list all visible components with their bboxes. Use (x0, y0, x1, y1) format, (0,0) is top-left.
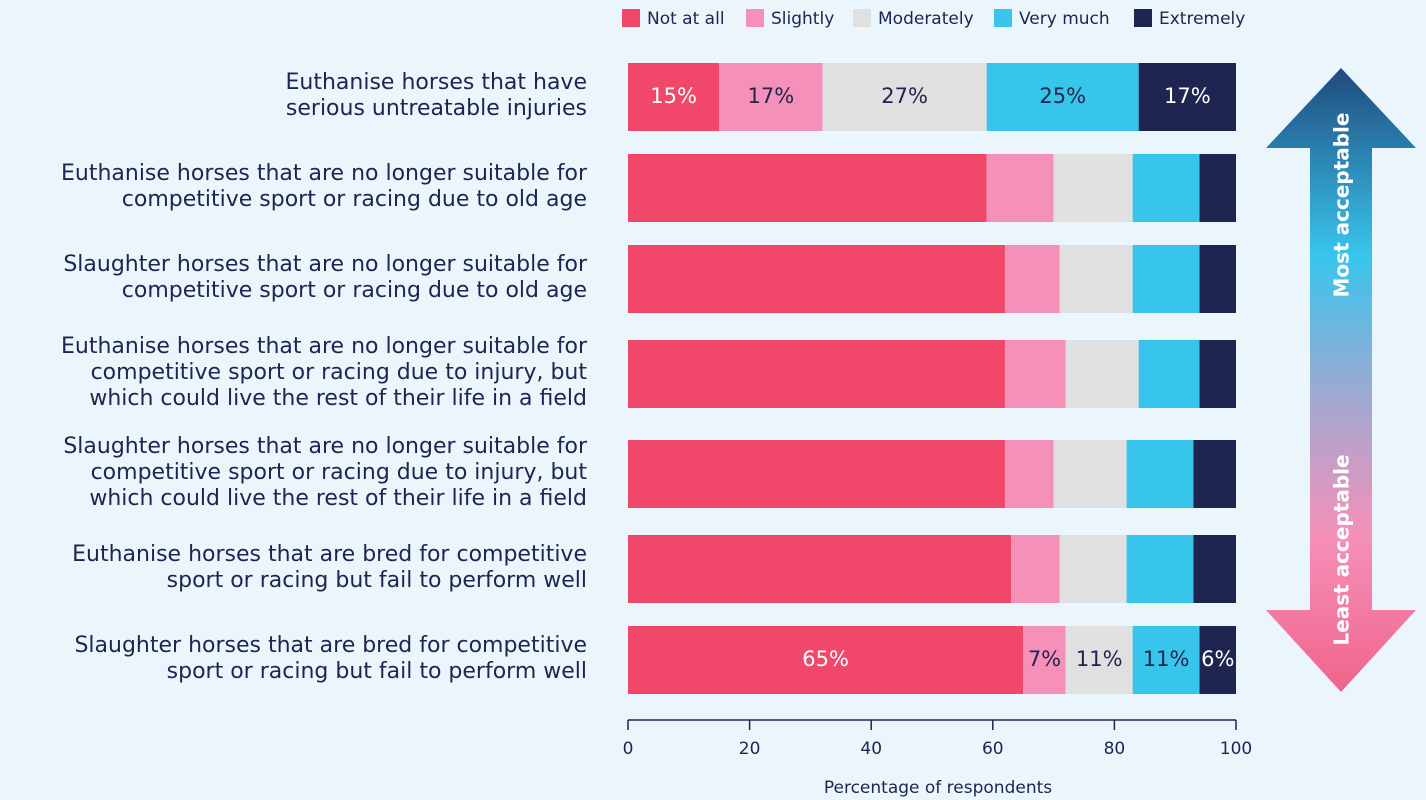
value-label: 7% (1028, 647, 1061, 671)
bar-segment (628, 154, 987, 222)
bar-segment (1126, 440, 1194, 508)
bar-segment (628, 440, 1005, 508)
legend-swatch (853, 9, 871, 27)
legend-label: Very much (1019, 9, 1110, 29)
value-label: 65% (802, 647, 849, 671)
bar-segment (1193, 535, 1236, 603)
bar-segment (1004, 440, 1054, 508)
legend-swatch (622, 9, 640, 27)
value-label: 11% (1143, 647, 1190, 671)
bar-segment (1065, 340, 1139, 408)
bar-segment (1138, 340, 1200, 408)
bar-segment (719, 63, 823, 131)
legend-label: Moderately (878, 9, 974, 29)
category-label: Euthanise horses that are no longer suit… (60, 161, 587, 212)
bar-segment (1065, 626, 1133, 694)
value-label: 17% (1164, 84, 1211, 108)
bar-segment (1132, 245, 1200, 313)
value-label: 11% (1076, 647, 1123, 671)
bar-segment (1193, 440, 1236, 508)
bar-segment (628, 63, 720, 131)
bar-segment (1199, 154, 1236, 222)
legend-swatch (746, 9, 764, 27)
category-label: Euthanise horses that have serious untre… (285, 70, 588, 121)
x-tick-label: 20 (739, 739, 761, 759)
x-tick-label: 60 (982, 739, 1004, 759)
legend-swatch (1134, 9, 1152, 27)
bar-segment (1053, 440, 1127, 508)
legend-swatch (994, 9, 1012, 27)
bar-segment (1004, 340, 1066, 408)
bar-segment (986, 154, 1054, 222)
bar-segment (628, 535, 1012, 603)
category-label: Slaughter horses that are no longer suit… (63, 434, 587, 511)
value-label: 15% (650, 84, 697, 108)
bar-segment (986, 63, 1139, 131)
bar-segment (1059, 245, 1133, 313)
legend-label: Not at all (647, 9, 725, 29)
bar-segment (822, 63, 987, 131)
bar-segment (1011, 535, 1060, 603)
bar-segment (1199, 626, 1236, 694)
value-label: 25% (1039, 84, 1086, 108)
bar-segment (1053, 154, 1133, 222)
x-tick-label: 0 (623, 739, 634, 759)
bar-segment (1138, 63, 1236, 131)
bar-segment (628, 245, 1005, 313)
bar-segment (1199, 340, 1236, 408)
bar-segment (1004, 245, 1060, 313)
x-tick-label: 100 (1220, 739, 1252, 759)
arrow-label-bottom: Least acceptable (1330, 454, 1354, 645)
acceptability-arrow (1266, 68, 1416, 692)
bar-segment (628, 340, 1005, 408)
category-label: Slaughter horses that are no longer suit… (63, 252, 587, 303)
bar-segment (1059, 535, 1127, 603)
legend-label: Slightly (771, 9, 834, 29)
value-label: 27% (881, 84, 928, 108)
category-label: Slaughter horses that are bred for compe… (74, 633, 587, 684)
x-axis-label: Percentage of respondents (824, 778, 1052, 798)
arrow-label-top: Most acceptable (1330, 113, 1354, 298)
value-label: 6% (1201, 647, 1234, 671)
x-tick-label: 40 (860, 739, 882, 759)
bar-segment (1199, 245, 1236, 313)
bar-segment (1132, 626, 1200, 694)
bar-segment (1023, 626, 1066, 694)
bar-segment (1132, 154, 1200, 222)
category-label: Euthanise horses that are bred for compe… (72, 542, 587, 593)
x-tick-label: 80 (1104, 739, 1126, 759)
bar-segment (628, 626, 1024, 694)
legend-label: Extremely (1159, 9, 1245, 29)
bar-segment (1126, 535, 1194, 603)
value-label: 17% (748, 84, 795, 108)
category-label: Euthanise horses that are no longer suit… (60, 334, 587, 411)
